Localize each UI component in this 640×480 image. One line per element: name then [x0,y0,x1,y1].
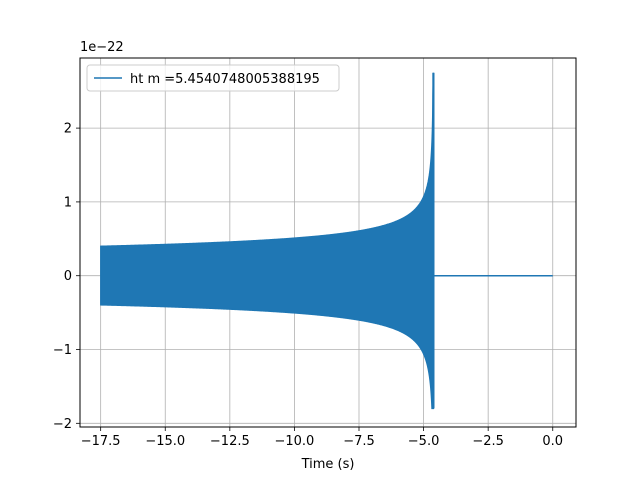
x-tick-label: −5.0 [408,434,440,449]
legend: ht m =5.4540748005388195 [86,64,340,92]
x-tick-label: 0.0 [542,434,563,449]
legend-label: ht m =5.4540748005388195 [130,72,320,87]
plot-area [100,72,553,410]
x-tick-label: −12.5 [210,434,250,449]
x-axis-label: Time (s) [301,457,355,472]
y-tick-label: 2 [64,122,72,137]
x-tick-label: −15.0 [145,434,185,449]
x-tick-label: −7.5 [343,434,375,449]
x-tick-label: −10.0 [274,434,314,449]
x-axis: −17.5 −15.0 −12.5 −10.0 −7.5 −5.0 −2.5 0.0 [81,427,563,449]
y-tick-label: 0 [64,269,72,284]
x-tick-label: −17.5 [81,434,121,449]
y-tick-label: 1 [64,195,72,210]
y-tick-label: −1 [53,343,72,358]
axes-frame [79,57,577,428]
x-tick-label: −2.5 [472,434,504,449]
y-offset-label: 1e−22 [80,40,124,55]
legend-box [86,64,340,92]
y-axis: −2 −1 0 1 2 [53,122,80,432]
y-tick-label: −2 [53,417,72,432]
